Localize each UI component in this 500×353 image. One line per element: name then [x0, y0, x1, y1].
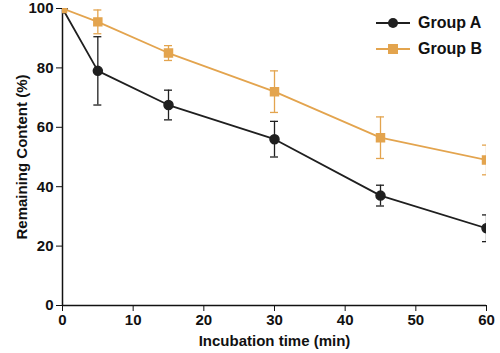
svg-text:100: 100 [28, 0, 53, 16]
svg-text:40: 40 [337, 311, 354, 328]
svg-text:80: 80 [37, 59, 54, 76]
svg-text:20: 20 [37, 237, 54, 254]
svg-text:60: 60 [37, 118, 54, 135]
svg-text:60: 60 [478, 311, 495, 328]
svg-text:0: 0 [58, 311, 66, 328]
svg-text:20: 20 [195, 311, 212, 328]
svg-text:0: 0 [45, 296, 53, 313]
svg-text:Incubation time (min): Incubation time (min) [199, 332, 351, 349]
svg-text:50: 50 [407, 311, 424, 328]
svg-text:40: 40 [37, 178, 54, 195]
html-text:Group A: Group A [418, 14, 482, 31]
svg-text:Remaining Content (%): Remaining Content (%) [13, 75, 30, 240]
svg-text:30: 30 [266, 311, 283, 328]
svg-text:10: 10 [125, 311, 142, 328]
html-text:Group B: Group B [418, 40, 482, 57]
